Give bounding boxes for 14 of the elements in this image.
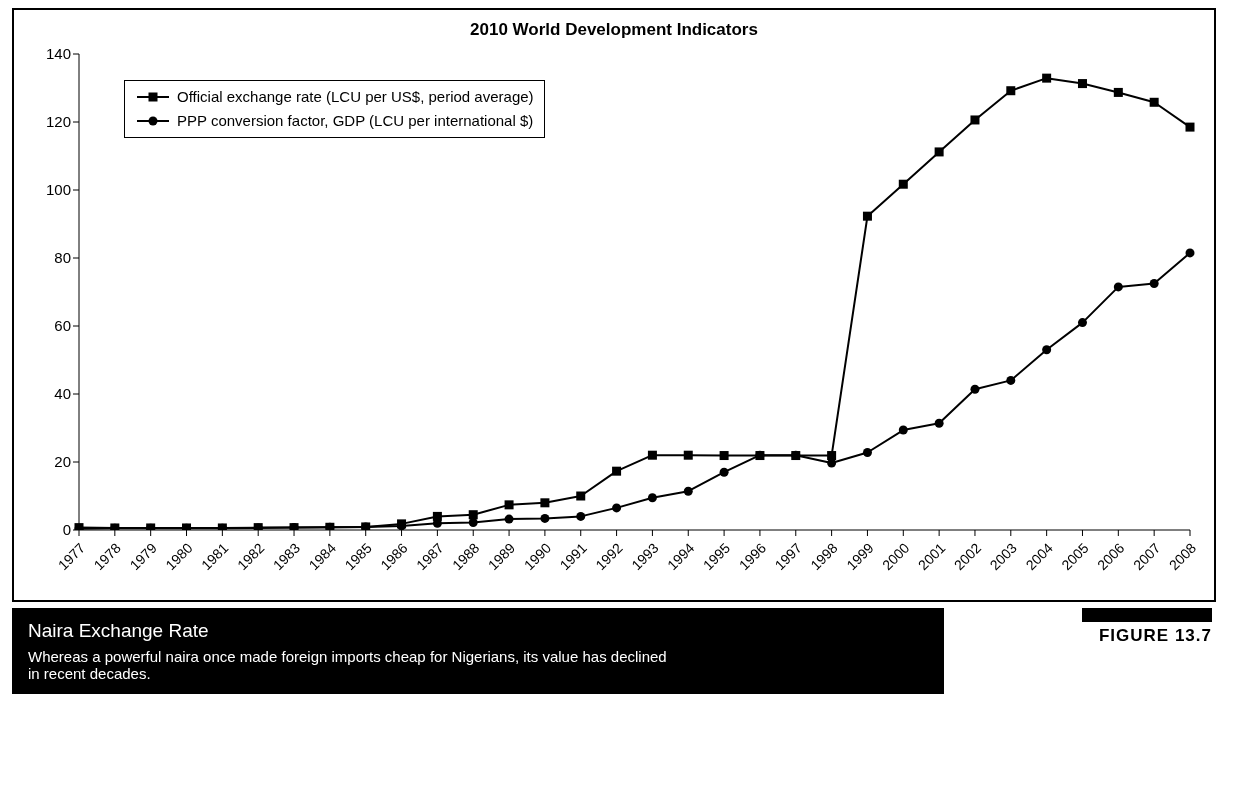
y-tick-label: 120 — [45, 113, 71, 131]
legend-label: PPP conversion factor, GDP (LCU per international $) — [177, 111, 534, 131]
y-tick-label: 60 — [54, 317, 71, 335]
y-tick-label: 0 — [62, 521, 71, 539]
legend-label: Official exchange rate (LCU per US$, period average) — [177, 87, 534, 107]
y-tick-label: 100 — [45, 181, 71, 199]
text: Naira Exchange Rate — [28, 620, 210, 642]
y-tick-label: 20 — [54, 453, 71, 471]
caption: FIGURE 13.7 — [1097, 626, 1212, 646]
y-tick-label: 140 — [45, 45, 71, 63]
y-tick-label: 40 — [54, 385, 71, 403]
text: Whereas a powerful naira once made foreign imports cheap for Nigerians, its value has declined in recent decades. — [28, 648, 668, 682]
y-tick-label: 80 — [54, 249, 71, 267]
chart-title: 2010 World Development Indicators — [469, 19, 759, 40]
